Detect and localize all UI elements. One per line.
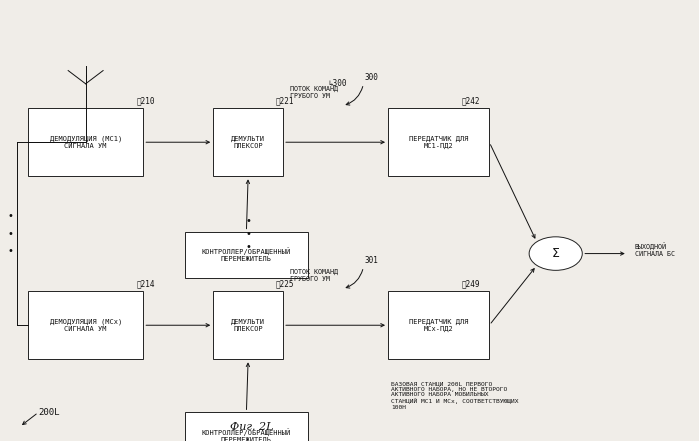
Text: ДЕМУЛЬТИ
ПЛЕКСОР: ДЕМУЛЬТИ ПЛЕКСОР (231, 319, 265, 332)
FancyBboxPatch shape (185, 412, 308, 441)
Text: БАЗОВАЯ СТАНЦИ 200L ПЕРВОГО
АКТИВНОГО НАБОРА, НО НЕ ВТОРОГО
АКТИВНОГО НАБОРА МОБ: БАЗОВАЯ СТАНЦИ 200L ПЕРВОГО АКТИВНОГО НА… (391, 381, 519, 410)
Text: ПЕРЕДАТЧИК ДЛЯ
МСх-ПД2: ПЕРЕДАТЧИК ДЛЯ МСх-ПД2 (409, 318, 468, 332)
Text: ⌣214: ⌣214 (136, 280, 154, 289)
Text: ПОТОК КОМАНД
ГРУБОГО УМ: ПОТОК КОМАНД ГРУБОГО УМ (290, 86, 338, 99)
FancyBboxPatch shape (388, 291, 489, 359)
Circle shape (529, 237, 582, 270)
Text: ДЕМОДУЛЯЦИЯ (МСх)
СИГНАЛА УМ: ДЕМОДУЛЯЦИЯ (МСх) СИГНАЛА УМ (50, 318, 122, 332)
Text: КОНТРОЛЛЕР/ОБРАЩЕННЫЙ
ПЕРЕМЕЖИТЕЛЬ: КОНТРОЛЛЕР/ОБРАЩЕННЫЙ ПЕРЕМЕЖИТЕЛЬ (202, 247, 291, 262)
FancyBboxPatch shape (388, 108, 489, 176)
FancyBboxPatch shape (28, 291, 143, 359)
Text: •: • (245, 216, 251, 225)
Text: ДЕМОДУЛЯЦИЯ (МС1)
СИГНАЛА УМ: ДЕМОДУЛЯЦИЯ (МС1) СИГНАЛА УМ (50, 135, 122, 149)
Text: 300: 300 (365, 74, 379, 82)
Text: ПОТОК КОМАНД
ГРУБОГО УМ: ПОТОК КОМАНД ГРУБОГО УМ (290, 269, 338, 282)
Text: •: • (8, 229, 13, 239)
Text: •: • (8, 211, 13, 221)
FancyBboxPatch shape (28, 108, 143, 176)
Text: ПЕРЕДАТЧИК ДЛЯ
МС1-ПД2: ПЕРЕДАТЧИК ДЛЯ МС1-ПД2 (409, 135, 468, 149)
Text: ДЕМУЛЬТИ
ПЛЕКСОР: ДЕМУЛЬТИ ПЛЕКСОР (231, 136, 265, 149)
Text: ⌣210: ⌣210 (136, 97, 154, 106)
Text: 301: 301 (365, 257, 379, 265)
Text: ВЫХОДНОЙ
СИГНАЛА БС: ВЫХОДНОЙ СИГНАЛА БС (635, 242, 675, 257)
Text: ⌣225: ⌣225 (276, 280, 294, 289)
Text: Фиг. 2L: Фиг. 2L (230, 422, 273, 432)
Text: ⌣242: ⌣242 (461, 97, 480, 106)
Text: 200L: 200L (38, 408, 60, 417)
FancyBboxPatch shape (213, 108, 283, 176)
Text: •: • (245, 229, 251, 239)
FancyBboxPatch shape (185, 232, 308, 278)
Text: ⌣221: ⌣221 (276, 97, 294, 106)
FancyBboxPatch shape (213, 291, 283, 359)
Text: ⌣249: ⌣249 (461, 280, 480, 289)
Text: ↳300: ↳300 (329, 79, 347, 88)
Text: $\Sigma$: $\Sigma$ (551, 247, 561, 260)
Text: •: • (245, 242, 251, 252)
Text: •: • (8, 247, 13, 256)
Text: КОНТРОЛЛЕР/ОБРАЩЕННЫЙ
ПЕРЕМЕЖИТЕЛЬ: КОНТРОЛЛЕР/ОБРАЩЕННЫЙ ПЕРЕМЕЖИТЕЛЬ (202, 428, 291, 441)
